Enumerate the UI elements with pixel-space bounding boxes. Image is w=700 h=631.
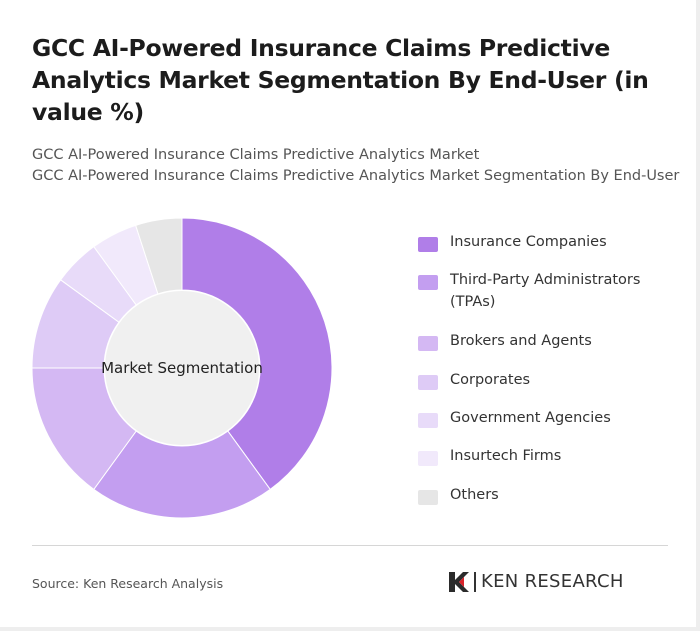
legend-swatch bbox=[418, 336, 438, 351]
chart-title: GCC AI-Powered Insurance Claims Predicti… bbox=[32, 34, 649, 126]
legend-swatch bbox=[418, 275, 438, 290]
footer-divider bbox=[32, 545, 668, 546]
legend-swatch bbox=[418, 451, 438, 466]
legend-label: Government Agencies bbox=[450, 410, 611, 426]
legend-label: Insurtech Firms bbox=[450, 448, 562, 464]
donut-center bbox=[105, 291, 259, 445]
legend-label: Insurance Companies bbox=[450, 234, 607, 250]
legend-swatch bbox=[418, 490, 438, 505]
ken-research-logo: KEN RESEARCH bbox=[448, 570, 670, 594]
legend-label: Corporates bbox=[450, 372, 531, 388]
legend-swatch bbox=[418, 237, 438, 252]
donut-slice-others bbox=[135, 218, 183, 295]
donut-chart: Market Segmentation bbox=[32, 218, 332, 518]
legend-label: Others bbox=[450, 487, 499, 503]
source-note: Source: Ken Research Analysis bbox=[32, 576, 224, 591]
chart-subtitle-segmentation: GCC AI-Powered Insurance Claims Predicti… bbox=[32, 168, 680, 184]
legend-swatch bbox=[418, 413, 438, 428]
donut-center-label: Market Segmentation bbox=[101, 359, 263, 377]
ken-research-wordmark: KEN RESEARCH bbox=[481, 571, 624, 592]
donut-slice-insurance-companies bbox=[181, 218, 332, 491]
ken-research-logo-separator bbox=[474, 572, 476, 592]
chart-subtitle-market: GCC AI-Powered Insurance Claims Predicti… bbox=[32, 147, 480, 163]
donut-slice-third-party-administrators-tpas bbox=[93, 430, 271, 518]
legend-label: Third-Party Administrators (TPAs) bbox=[450, 272, 641, 310]
legend-swatch bbox=[418, 375, 438, 390]
ken-research-logo-icon bbox=[449, 572, 469, 592]
legend-label: Brokers and Agents bbox=[450, 333, 592, 349]
